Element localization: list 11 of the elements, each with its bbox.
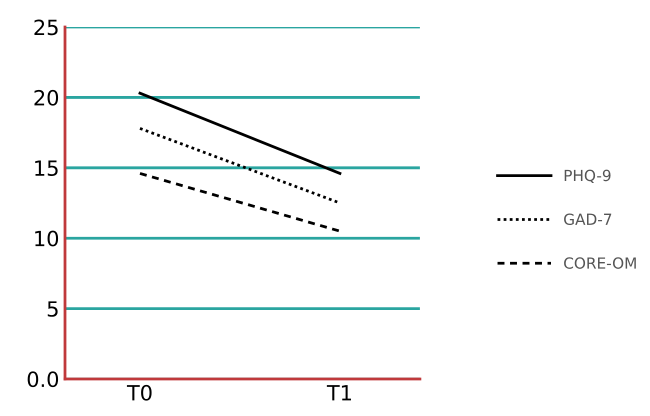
y-tick-label: 10 — [35, 230, 58, 246]
y-tick-label: 0.0 — [28, 371, 58, 388]
x-tick-label: T1 — [326, 385, 351, 400]
y-tick-label: 5 — [48, 301, 58, 317]
x-tick-label: T0 — [126, 384, 152, 401]
legend-label: GAD-7 — [564, 213, 612, 226]
legend-label: PHQ-9 — [564, 170, 611, 183]
y-tick-label: 15 — [35, 160, 58, 176]
legend-label: CORE-OM — [564, 257, 636, 269]
y-tick-label: 25 — [34, 19, 58, 36]
y-tick-label: 20 — [34, 90, 58, 106]
